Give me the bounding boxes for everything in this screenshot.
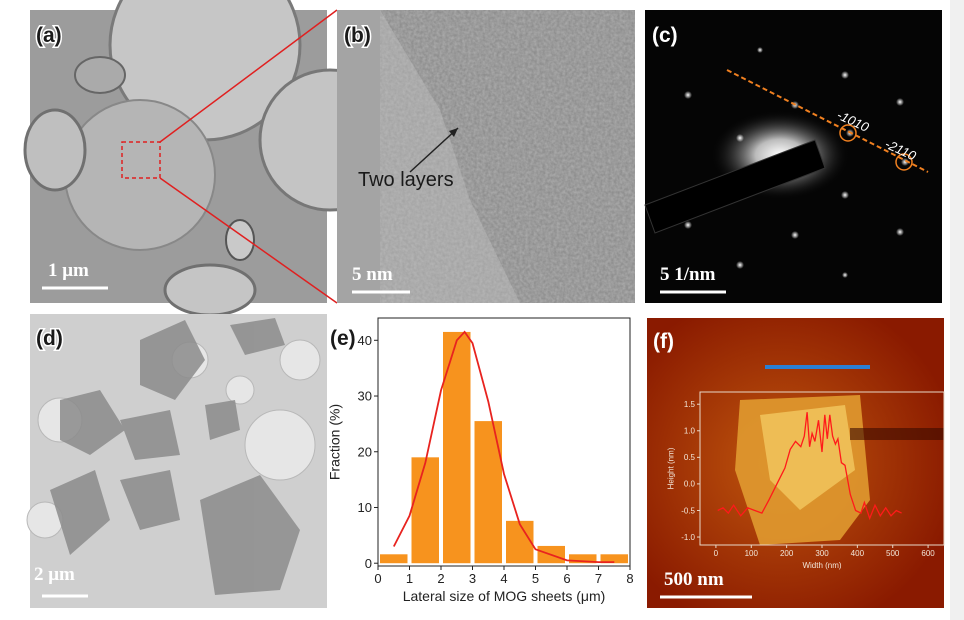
y-axis-label: Height (nm) (666, 447, 675, 489)
line (717, 412, 902, 521)
x-tick-label: 100 (745, 549, 759, 558)
panel-b: (b) Two layers 5 nm (337, 10, 635, 303)
x-tick-label: 6 (563, 571, 570, 586)
annotation: Two layers (358, 169, 454, 191)
y-axis-label: Fraction (%) (326, 404, 342, 480)
bar (380, 554, 408, 564)
y-tick-label: 10 (358, 500, 372, 515)
scale-bar-label: 1 μm (48, 260, 89, 281)
bar (569, 554, 597, 564)
y-tick-label: -1.0 (681, 533, 695, 542)
x-axis-label: Lateral size of MOG sheets (μm) (403, 588, 606, 604)
panel-a: (a) 1 μm (23, 0, 402, 317)
x-tick-label: 2 (437, 571, 444, 586)
panel-label: (c) (652, 24, 678, 47)
y-tick-label: 0.0 (684, 480, 696, 489)
panel-label: (b) (344, 24, 371, 47)
y-tick-label: 20 (358, 444, 372, 459)
scale-bar-label: 2 μm (34, 564, 75, 585)
x-tick-label: 500 (886, 549, 900, 558)
bar (443, 331, 471, 564)
scale-bar-label: 5 1/nm (660, 264, 716, 285)
x-tick-label: 600 (921, 549, 935, 558)
y-tick-label: 0.5 (684, 453, 696, 462)
margin (950, 0, 964, 620)
x-tick-label: 4 (500, 571, 507, 586)
x-tick-label: 1 (406, 571, 413, 586)
bar (411, 457, 439, 564)
x-tick-label: 300 (815, 549, 829, 558)
y-tick-label: 30 (358, 389, 372, 404)
x-tick-label: 0 (374, 571, 381, 586)
x-tick-label: 400 (851, 549, 865, 558)
bar (506, 520, 534, 564)
scale-bar-label: 500 nm (664, 569, 724, 590)
y-tick-label: -0.5 (681, 506, 695, 515)
x-tick-label: 3 (469, 571, 476, 586)
x-axis-label: Width (nm) (802, 561, 841, 570)
panel-c: (c) -1010 -2110 5 1/nm (644, 10, 942, 303)
y-tick-label: 1.5 (684, 400, 696, 409)
x-tick-label: 7 (595, 571, 602, 586)
y-tick-label: 1.0 (684, 427, 696, 436)
y-tick-label: 40 (358, 333, 372, 348)
x-tick-label: 0 (714, 549, 719, 558)
bar (600, 554, 628, 564)
panel-d: (d) 2 μm (26, 314, 327, 608)
panel-label: (e) (330, 327, 356, 350)
panel-label: (d) (36, 327, 63, 350)
y-tick-label: 0 (365, 556, 372, 571)
x-tick-label: 5 (532, 571, 539, 586)
panel-f: (f) 500 nm (647, 318, 944, 608)
x-tick-label: 8 (626, 571, 633, 586)
panel-label: (a) (36, 24, 62, 47)
scale-bar-label: 5 nm (352, 264, 393, 285)
x-tick-label: 200 (780, 549, 794, 558)
panel-label: (f) (653, 330, 674, 353)
fit-curve (392, 330, 615, 563)
